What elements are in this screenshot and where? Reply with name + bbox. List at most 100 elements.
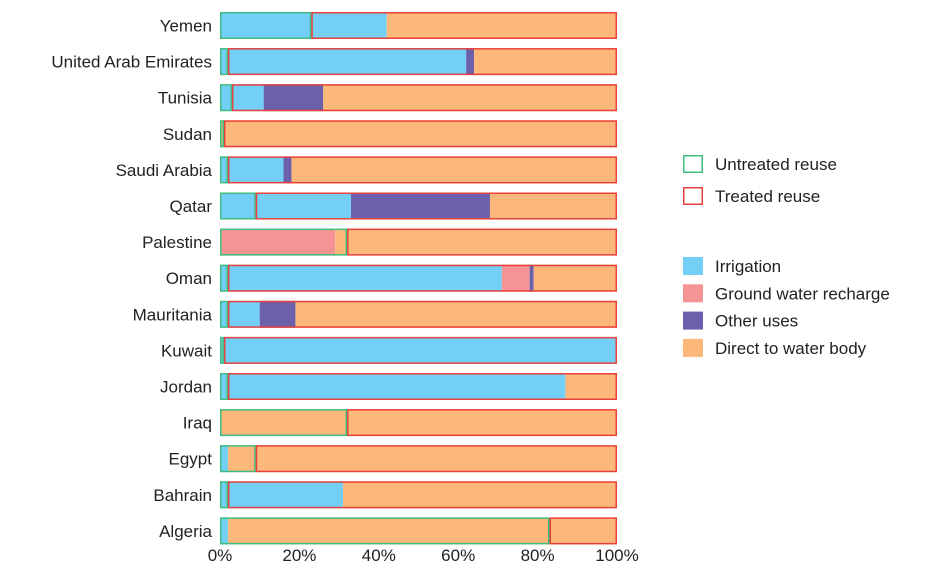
bar-bahrain-direct-to-water-body xyxy=(343,481,617,509)
legend-swatch-direct-to-water-body xyxy=(683,338,703,357)
bar-sudan-direct-to-water-body xyxy=(220,120,617,148)
category-label-iraq: Iraq xyxy=(183,414,212,433)
outline-iraq-untreated-reuse xyxy=(220,409,348,437)
outline-united-arab-emirates-untreated-reuse xyxy=(220,48,228,76)
legend-label-irrigation: Irrigation xyxy=(715,257,781,276)
outline-qatar-untreated-reuse xyxy=(220,192,256,220)
x-tick-label-2: 40% xyxy=(362,546,396,565)
bar-tunisia-other-uses xyxy=(263,84,324,112)
bar-yemen-irrigation xyxy=(220,12,387,39)
legend-label-ground-water-recharge: Ground water recharge xyxy=(715,284,890,303)
bar-palestine-ground-water-recharge xyxy=(220,228,336,256)
x-tick-label-5: 100% xyxy=(595,546,638,565)
legend: Untreated reuse Treated reuse Irrigation Gr… xyxy=(683,155,890,358)
bar-bahrain-irrigation xyxy=(220,481,344,509)
bar-united-arab-emirates-other-uses xyxy=(466,48,475,76)
outline-oman-untreated-reuse xyxy=(220,264,228,292)
outline-iraq-treated-reuse xyxy=(347,409,617,437)
bar-oman-irrigation xyxy=(220,264,502,292)
bar-oman-other-uses xyxy=(529,264,534,292)
category-label-jordan: Jordan xyxy=(160,378,212,397)
category-label-united-arab-emirates: United Arab Emirates xyxy=(51,53,212,72)
bar-qatar-direct-to-water-body xyxy=(489,192,617,220)
category-label-yemen: Yemen xyxy=(160,17,212,36)
outline-sudan-untreated-reuse xyxy=(220,120,224,148)
outline-yemen-untreated-reuse xyxy=(220,12,312,39)
category-label-oman: Oman xyxy=(166,269,212,288)
outline-yemen-treated-reuse xyxy=(311,12,617,39)
outline-palestine-treated-reuse xyxy=(347,228,617,256)
bar-iraq-direct-to-water-body xyxy=(220,409,617,437)
outline-jordan-untreated-reuse xyxy=(220,373,228,400)
bar-saudi-arabia-direct-to-water-body xyxy=(291,156,617,184)
bar-oman-ground-water-recharge xyxy=(501,264,530,292)
outline-kuwait-treated-reuse xyxy=(223,336,617,364)
outline-oman-treated-reuse xyxy=(227,264,617,292)
outline-kuwait-untreated-reuse xyxy=(220,336,224,364)
category-label-saudi-arabia: Saudi Arabia xyxy=(116,161,213,180)
x-axis-tick-labels: 0% 20% 40% 60% 80% 100% xyxy=(208,546,639,565)
category-label-tunisia: Tunisia xyxy=(158,89,213,108)
outline-qatar-treated-reuse xyxy=(255,192,617,220)
outline-saudi-arabia-treated-reuse xyxy=(227,156,617,184)
legend-label-other-uses: Other uses xyxy=(715,312,798,331)
category-label-algeria: Algeria xyxy=(159,522,212,541)
legend-swatch-irrigation xyxy=(683,257,703,275)
bar-united-arab-emirates-direct-to-water-body xyxy=(474,48,617,76)
bar-saudi-arabia-irrigation xyxy=(220,156,284,184)
bar-egypt-irrigation xyxy=(220,445,228,473)
category-label-qatar: Qatar xyxy=(169,197,212,216)
outline-palestine-untreated-reuse xyxy=(220,228,348,256)
outline-tunisia-untreated-reuse xyxy=(220,84,232,112)
bar-kuwait-irrigation xyxy=(220,336,617,364)
legend-label-untreated-reuse: Untreated reuse xyxy=(715,155,837,174)
legend-swatch-ground-water-recharge xyxy=(683,284,703,303)
legend-swatch-treated-reuse xyxy=(683,187,703,205)
bar-mauritania-other-uses xyxy=(259,300,296,328)
bar-saudi-arabia-other-uses xyxy=(283,156,292,184)
category-labels: Yemen United Arab Emirates Tunisia Sudan Sau… xyxy=(51,17,212,541)
outline-algeria-untreated-reuse xyxy=(220,517,550,545)
outline-algeria-treated-reuse xyxy=(549,517,618,545)
bar-mauritania-irrigation xyxy=(220,300,260,328)
category-label-egypt: Egypt xyxy=(169,450,213,469)
bar-jordan-irrigation xyxy=(220,373,566,400)
outline-egypt-untreated-reuse xyxy=(220,445,256,473)
bar-mauritania-direct-to-water-body xyxy=(295,300,617,328)
outline-saudi-arabia-untreated-reuse xyxy=(220,156,228,184)
category-label-bahrain: Bahrain xyxy=(153,486,212,505)
bar-jordan-direct-to-water-body xyxy=(565,373,617,400)
outline-united-arab-emirates-treated-reuse xyxy=(227,48,617,76)
bars-layer xyxy=(220,12,618,545)
outline-tunisia-treated-reuse xyxy=(231,84,617,112)
category-label-mauritania: Mauritania xyxy=(133,305,213,324)
legend-label-direct-to-water-body: Direct to water body xyxy=(715,339,867,358)
x-tick-label-1: 20% xyxy=(282,546,316,565)
category-label-sudan: Sudan xyxy=(163,125,212,144)
outline-sudan-treated-reuse xyxy=(223,120,617,148)
bar-egypt-direct-to-water-body xyxy=(227,445,617,473)
bar-algeria-irrigation xyxy=(220,517,228,545)
bar-qatar-other-uses xyxy=(351,192,490,220)
outline-mauritania-treated-reuse xyxy=(227,300,617,328)
category-label-kuwait: Kuwait xyxy=(161,341,212,360)
legend-swatch-untreated-reuse xyxy=(683,155,703,173)
x-tick-label-3: 60% xyxy=(441,546,475,565)
outline-bahrain-untreated-reuse xyxy=(220,481,228,509)
outline-mauritania-untreated-reuse xyxy=(220,300,228,328)
bar-united-arab-emirates-irrigation xyxy=(220,48,467,76)
x-tick-label-0: 0% xyxy=(208,546,233,565)
outline-bahrain-treated-reuse xyxy=(227,481,617,509)
bar-oman-direct-to-water-body xyxy=(533,264,617,292)
bar-algeria-direct-to-water-body xyxy=(227,517,617,545)
bar-yemen-direct-to-water-body xyxy=(386,12,617,39)
legend-swatch-other-uses xyxy=(683,311,703,330)
outline-jordan-treated-reuse xyxy=(227,373,617,400)
x-tick-label-4: 80% xyxy=(521,546,555,565)
bar-qatar-irrigation xyxy=(220,192,352,220)
bar-tunisia-direct-to-water-body xyxy=(323,84,617,112)
bar-tunisia-irrigation xyxy=(220,84,264,112)
legend-label-treated-reuse: Treated reuse xyxy=(715,187,820,206)
category-label-palestine: Palestine xyxy=(142,233,212,252)
